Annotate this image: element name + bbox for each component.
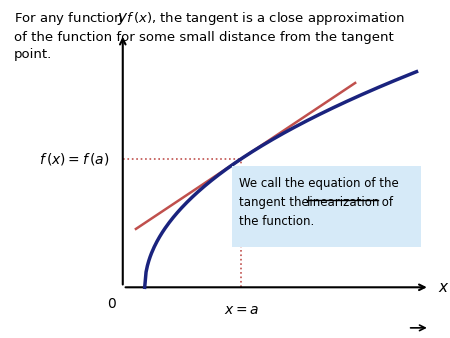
FancyBboxPatch shape [232,166,421,247]
Text: We call the equation of the: We call the equation of the [239,177,399,190]
Text: $f\,(x) = f\,(a)$: $f\,(x) = f\,(a)$ [39,151,110,167]
Text: $0$: $0$ [107,297,117,311]
Text: tangent the: tangent the [239,196,312,209]
Text: $y$: $y$ [117,11,129,27]
Text: linearization: linearization [307,196,380,209]
Text: the function.: the function. [239,215,314,227]
Text: $x$: $x$ [438,280,450,295]
Text: $x = a$: $x = a$ [224,303,259,316]
Text: For any function $f\,(x)$, the tangent is a close approximation
of the function : For any function $f\,(x)$, the tangent i… [14,10,404,61]
Text: of: of [378,196,393,209]
